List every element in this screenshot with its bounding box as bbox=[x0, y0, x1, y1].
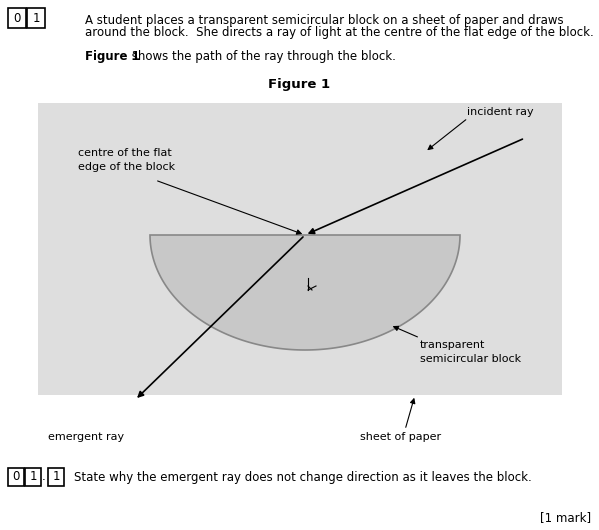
Bar bbox=[48, 468, 64, 486]
Text: Figure 1: Figure 1 bbox=[85, 50, 140, 63]
Text: 0: 0 bbox=[13, 12, 21, 24]
Text: State why the emergent ray does not change direction as it leaves the block.: State why the emergent ray does not chan… bbox=[74, 471, 532, 483]
Bar bbox=[8, 468, 24, 486]
Text: around the block.  She directs a ray of light at the centre of the flat edge of : around the block. She directs a ray of l… bbox=[85, 26, 594, 39]
Bar bbox=[8, 8, 26, 28]
Text: A student places a transparent semicircular block on a sheet of paper and draws: A student places a transparent semicircu… bbox=[85, 14, 564, 27]
Text: centre of the flat
edge of the block: centre of the flat edge of the block bbox=[78, 148, 175, 172]
Polygon shape bbox=[150, 235, 460, 350]
Text: shows the path of the ray through the block.: shows the path of the ray through the bl… bbox=[128, 50, 396, 63]
Text: Figure 1: Figure 1 bbox=[268, 78, 331, 91]
Bar bbox=[25, 468, 41, 486]
Text: transparent
semicircular block: transparent semicircular block bbox=[420, 340, 521, 364]
Text: 1: 1 bbox=[52, 471, 60, 483]
Text: sheet of paper: sheet of paper bbox=[360, 432, 441, 442]
Bar bbox=[27, 8, 45, 28]
Text: .: . bbox=[42, 471, 46, 483]
Text: emergent ray: emergent ray bbox=[48, 432, 124, 442]
Bar bbox=[38, 103, 562, 395]
Text: 1: 1 bbox=[29, 471, 37, 483]
Text: incident ray: incident ray bbox=[467, 107, 534, 117]
Text: [1 mark]: [1 mark] bbox=[540, 511, 591, 525]
Text: 0: 0 bbox=[13, 471, 20, 483]
Text: 1: 1 bbox=[32, 12, 40, 24]
